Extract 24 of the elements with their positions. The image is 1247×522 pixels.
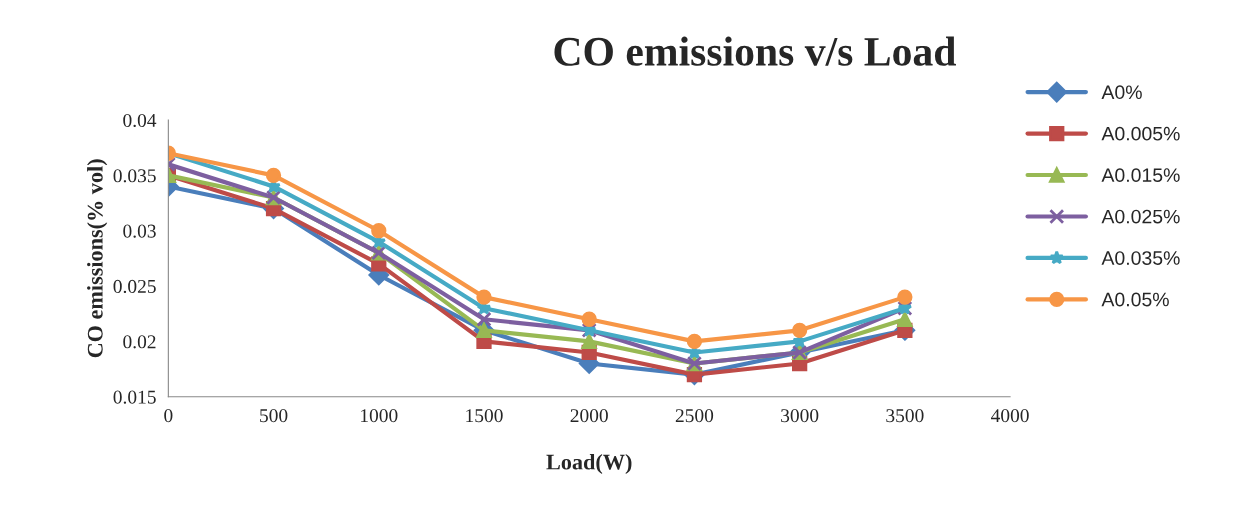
x-tick-label: 1000 bbox=[361, 409, 398, 423]
legend-label: A0.025% bbox=[1101, 209, 1180, 224]
y-tick-label: 0.025 bbox=[113, 279, 156, 294]
x-tick-label: 500 bbox=[260, 409, 288, 423]
x-axis-title: Load(W) bbox=[546, 453, 632, 475]
y-axis-title: CO emissions(% vol) bbox=[87, 159, 108, 358]
legend-label: A0.035% bbox=[1101, 251, 1180, 265]
x-tick-label: 3000 bbox=[781, 409, 819, 423]
x-tick-label: 2500 bbox=[675, 409, 714, 423]
y-tick-label: 0.035 bbox=[113, 169, 156, 183]
x-tick-label: 3500 bbox=[886, 409, 924, 423]
y-tick-label: 0.04 bbox=[123, 113, 157, 128]
chart-title: CO emissions v/s Load bbox=[554, 36, 956, 66]
legend-label: A0% bbox=[1101, 85, 1142, 100]
y-tick-label: 0.02 bbox=[123, 335, 156, 349]
x-tick-label: 1500 bbox=[466, 409, 503, 423]
x-tick-label: 2000 bbox=[570, 409, 608, 423]
legend-label: A0.005% bbox=[1101, 126, 1180, 141]
x-tick-label: 4000 bbox=[991, 409, 1029, 423]
legend-label: A0.05% bbox=[1101, 292, 1169, 307]
y-tick-label: 0.015 bbox=[113, 390, 156, 404]
x-tick-label: 0 bbox=[164, 409, 173, 423]
y-tick-label: 0.03 bbox=[123, 224, 156, 238]
legend-label: A0.015% bbox=[1101, 168, 1180, 183]
